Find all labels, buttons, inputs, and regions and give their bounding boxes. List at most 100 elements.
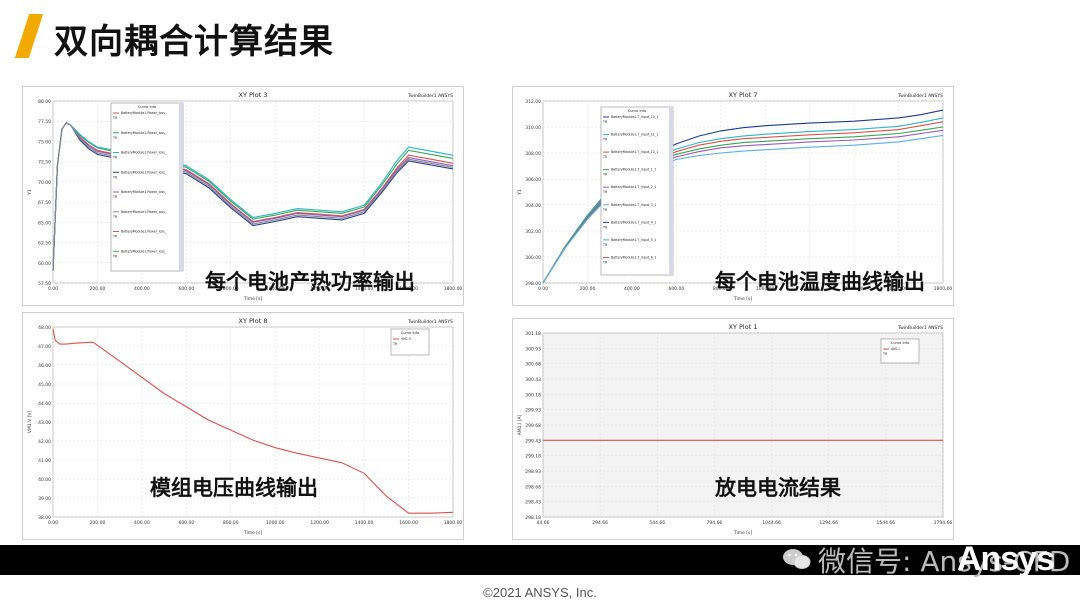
y-tick-label: 67.50 <box>38 200 51 206</box>
chart-title: XY Plot 7 <box>729 91 758 99</box>
y-tick-label: 298.68 <box>525 484 541 490</box>
x-tick-label: 44.66 <box>537 520 550 526</box>
legend-entry: BatteryModule1.T_input_4_1 <box>611 220 656 224</box>
chart-title: XY Plot 3 <box>239 91 268 99</box>
legend-box <box>880 338 920 364</box>
chart-brand: TwinBuilder1 ANSYS <box>897 325 943 331</box>
legend-unit: TR <box>112 136 118 140</box>
x-tick-label: 1200.00 <box>310 286 329 292</box>
y-axis-label: AM1.I [A] <box>517 414 523 435</box>
legend-unit: TR <box>112 156 118 160</box>
x-tick-label: 794.66 <box>707 520 723 526</box>
x-tick-label: 1400.00 <box>355 520 374 526</box>
footer-band <box>0 545 1080 575</box>
x-tick-label: 1800.00 <box>444 520 463 526</box>
wechat-watermark: 微信号: Ansys-CFD <box>818 545 1071 578</box>
legend-unit: TR <box>602 138 608 142</box>
legend-entry: BatteryModule1.Power_loss_ <box>121 170 167 174</box>
x-tick-label: 1800.00 <box>934 286 953 292</box>
y-tick-label: 298.18 <box>525 515 541 521</box>
legend-unit: TR <box>882 352 888 356</box>
x-tick-label: 800.00 <box>223 286 239 292</box>
y-tick-label: 45.00 <box>38 382 51 388</box>
series-line-5 <box>542 134 944 284</box>
x-tick-label: 0.00 <box>538 286 548 292</box>
chart-svg: 298.18 298.43 298.68 298.93 299.18 299.43 299.… <box>517 323 952 536</box>
legend-unit: TR <box>602 260 608 264</box>
x-tick-label: 600.00 <box>668 286 684 292</box>
y-tick-label: 60.00 <box>38 261 51 267</box>
xy-plot-3: 57.50 60.00 62.50 65.00 67.50 70.00 72.50 75.00… <box>22 86 464 306</box>
x-tick-label: 1000.00 <box>756 286 775 292</box>
chart-brand: TwinBuilder1 ANSYS <box>407 93 453 99</box>
y-axis-label: Y1 <box>27 189 33 196</box>
legend-unit: TR <box>602 243 608 247</box>
y-tick-label: 75.00 <box>38 139 51 145</box>
y-tick-label: 298.43 <box>525 500 541 506</box>
x-tick-label: 1200.00 <box>310 520 329 526</box>
copyright: ©2021 ANSYS, Inc. <box>483 585 597 600</box>
legend-entry: BatteryModule1.T_input_10_1 <box>611 115 658 119</box>
y-tick-label: 299.43 <box>525 438 541 444</box>
y-tick-label: 57.50 <box>38 281 51 287</box>
chart-title: XY Plot 1 <box>729 323 758 331</box>
legend-box <box>600 106 674 276</box>
xy-plot-8: 38.00 39.00 40.00 41.00 42.00 43.00 44.00 45.00… <box>22 312 464 540</box>
y-tick-label: 308.00 <box>525 151 541 157</box>
y-tick-label: 310.00 <box>525 125 541 131</box>
legend-entry: BatteryModule1.Power_loss_ <box>121 111 167 115</box>
y-tick-label: 299.18 <box>525 454 541 460</box>
legend: Curve Info VM1.VTR <box>390 328 430 356</box>
chart-brand: TwinBuilder1 ANSYS <box>897 93 943 99</box>
chart-brand: TwinBuilder1 ANSYS <box>407 319 453 325</box>
y-tick-label: 47.00 <box>38 344 51 350</box>
ansys-logo: Ansys <box>956 540 1055 578</box>
label-voltage: 模组电压曲线输出 <box>150 476 318 500</box>
y-tick-label: 42.00 <box>38 439 51 445</box>
legend-unit: TR <box>602 190 608 194</box>
x-tick-label: 1294.66 <box>819 520 838 526</box>
x-axis-label: Time [s] <box>243 530 263 536</box>
x-tick-label: 1000.00 <box>266 520 285 526</box>
legend-unit: TR <box>112 116 118 120</box>
y-tick-label: 298.93 <box>525 469 541 475</box>
legend: Curve InfoBatteryModule1.Power_loss_TRBa… <box>110 102 184 272</box>
y-tick-label: 72.50 <box>38 160 51 166</box>
legend-scrollbar <box>669 107 673 275</box>
y-tick-label: 312.00 <box>525 99 541 105</box>
legend-entry: BatteryModule1.Power_loss_ <box>121 249 167 253</box>
y-tick-label: 80.00 <box>38 99 51 105</box>
x-tick-label: 200.00 <box>580 286 596 292</box>
x-tick-label: 400.00 <box>134 286 150 292</box>
x-tick-label: 0.00 <box>48 520 58 526</box>
y-axis-label: Y1 <box>517 189 523 196</box>
label-heat-power: 每个电池产热功率输出 <box>205 270 415 294</box>
legend-entry: BatteryModule1.T_input_3_1 <box>611 203 656 207</box>
legend-box <box>110 102 184 272</box>
legend-unit: TR <box>112 175 118 179</box>
x-tick-label: 1600.00 <box>889 286 908 292</box>
y-tick-label: 300.93 <box>525 346 541 352</box>
legend-unit: TR <box>602 208 608 212</box>
x-tick-label: 0.00 <box>48 286 58 292</box>
x-tick-label: 600.00 <box>178 286 194 292</box>
x-tick-label: 1000.00 <box>266 286 285 292</box>
x-axis-label: Time [s] <box>733 296 753 302</box>
legend-title: Curve Info <box>401 331 420 335</box>
legend-entry: BatteryModule1.T_input_5_1 <box>611 238 656 242</box>
x-axis-label: Time [s] <box>243 296 263 302</box>
legend-unit: TR <box>112 215 118 219</box>
legend-entry: BatteryModule1.T_input_2_1 <box>611 185 656 189</box>
legend-unit: TR <box>112 195 118 199</box>
legend-unit: TR <box>602 120 608 124</box>
y-tick-label: 41.00 <box>38 458 51 464</box>
series-line-4 <box>542 129 944 284</box>
x-tick-label: 200.00 <box>90 520 106 526</box>
legend-entry: BatteryModule1.T_input_11_1 <box>611 133 658 137</box>
legend-entry: BatteryModule1.T_input_12_1 <box>611 150 658 154</box>
y-tick-label: 65.00 <box>38 220 51 226</box>
legend-title: Curve Info <box>628 109 647 113</box>
x-tick-label: 600.00 <box>178 520 194 526</box>
legend-entry: BatteryModule1.T_input_6_1 <box>611 255 656 259</box>
legend: Curve Info AM1.ITR <box>880 338 920 364</box>
